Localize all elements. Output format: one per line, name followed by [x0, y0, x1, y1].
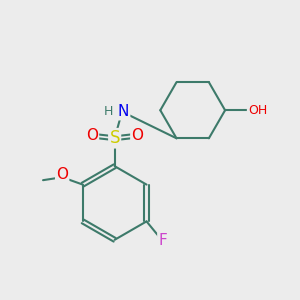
Text: S: S	[110, 129, 120, 147]
Text: N: N	[118, 104, 129, 119]
Text: O: O	[86, 128, 98, 143]
Text: OH: OH	[248, 104, 267, 117]
Text: H: H	[104, 105, 113, 118]
Text: F: F	[158, 233, 167, 248]
Text: O: O	[131, 128, 143, 143]
Text: O: O	[56, 167, 68, 182]
